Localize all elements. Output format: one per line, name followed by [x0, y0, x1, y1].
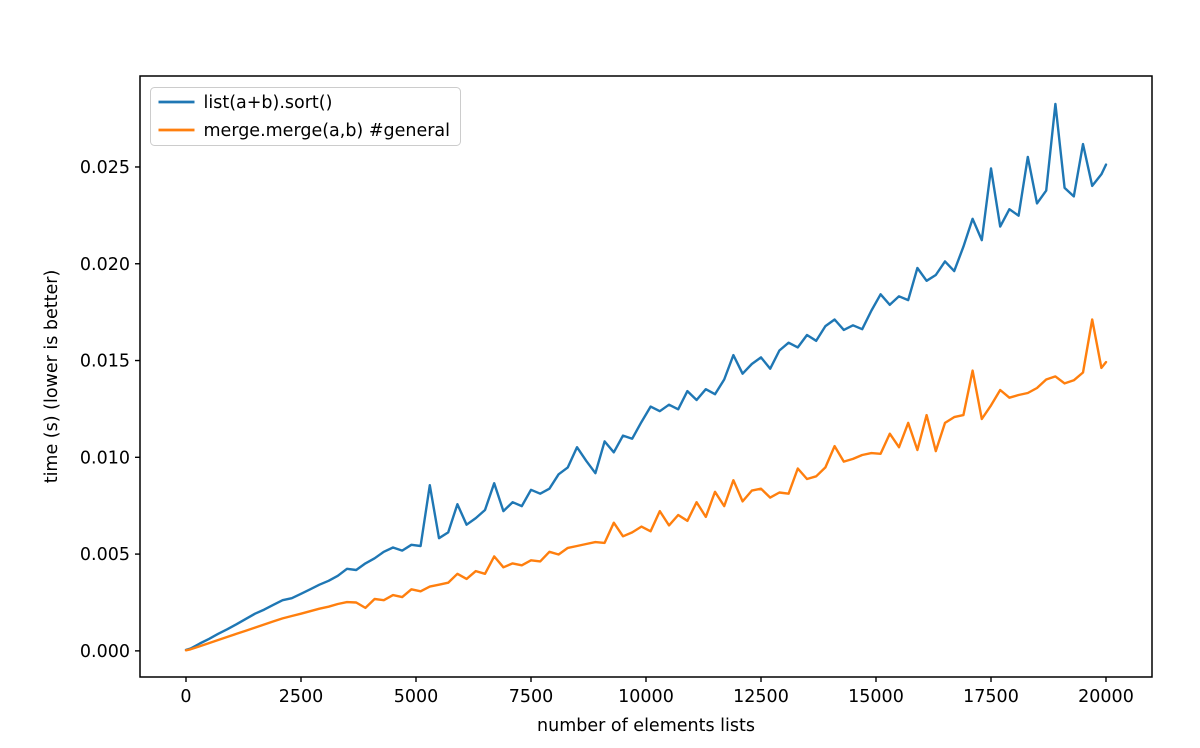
x-tick-label: 2500	[279, 687, 324, 707]
x-tick-label: 12500	[733, 687, 789, 707]
x-tick-label: 20000	[1078, 687, 1134, 707]
y-tick-label: 0.005	[80, 545, 130, 565]
y-tick-label: 0.015	[80, 352, 130, 372]
series-line-list-sort	[184, 102, 1108, 652]
x-tick-label: 10000	[618, 687, 674, 707]
legend-entry-label: list(a+b).sort()	[204, 93, 333, 113]
legend-entry-label: merge.merge(a,b) #general	[204, 121, 451, 141]
series-line-merge-general	[184, 318, 1108, 652]
y-axis-label: time (s) (lower is better)	[42, 270, 62, 484]
y-tick-label: 0.020	[80, 255, 130, 275]
x-tick-label: 0	[180, 687, 191, 707]
x-tick-label: 7500	[509, 687, 554, 707]
x-tick-label: 5000	[394, 687, 439, 707]
y-tick-label: 0.000	[80, 642, 130, 662]
x-tick-label: 17500	[963, 687, 1019, 707]
x-tick-label: 15000	[848, 687, 904, 707]
legend-box	[150, 87, 461, 146]
y-tick-label: 0.010	[80, 448, 130, 468]
y-tick-label: 0.025	[80, 158, 130, 178]
x-axis-label: number of elements lists	[537, 716, 755, 736]
